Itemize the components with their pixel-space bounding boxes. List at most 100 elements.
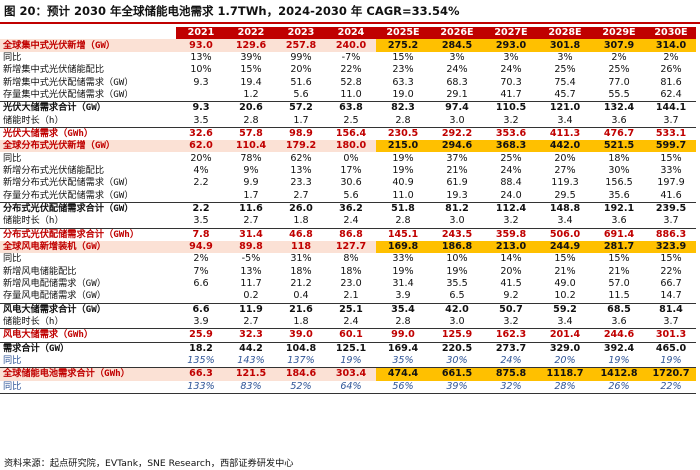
table-cell: 2.7: [243, 316, 259, 328]
table-cell: 3.2: [503, 114, 519, 126]
table-cell: 197.9: [657, 177, 685, 189]
table-cell: 220.5: [430, 341, 484, 355]
table-cell: 26%: [592, 380, 646, 394]
table-cell: 62%: [290, 152, 312, 164]
table-cell: 133%: [176, 380, 226, 394]
table-cell: 25%: [554, 64, 576, 76]
table-cell: 2.7: [293, 189, 309, 201]
table-cell: 121.5: [226, 367, 276, 381]
table-cell: 243.5: [430, 227, 484, 241]
table-cell: 3.5: [193, 114, 209, 126]
row-label: 储能时长（h）: [3, 114, 64, 126]
table-cell: 8%: [343, 253, 359, 265]
table-cell: 1412.8: [592, 367, 646, 381]
table-cell: 78%: [240, 152, 262, 164]
table-cell: 192.1: [592, 201, 646, 216]
row-label: 同比: [3, 152, 22, 164]
table-cell: 314.0: [646, 39, 696, 52]
table-cell: 21.2: [290, 278, 312, 290]
table-cell: 25.1: [326, 302, 376, 316]
table-cell: 51.8: [376, 201, 430, 216]
table-cell: 2.5: [343, 114, 359, 126]
table-cell: 45.7: [554, 88, 576, 100]
table-cell: 18%: [340, 265, 362, 277]
table-cell: 135%: [187, 355, 215, 367]
table-cell: 46.8: [276, 227, 326, 241]
table-cell: 9%: [243, 164, 259, 176]
table-row: 同比 133% 83% 52% 64% 56% 39% 32% 28% 26% 22%: [0, 380, 696, 394]
table-cell: 64%: [326, 380, 376, 394]
table-cell: 60.1: [326, 328, 376, 343]
table-cell: 59.2: [538, 302, 592, 316]
table-cell: 31.4: [392, 278, 414, 290]
table-cell: 26.0: [276, 201, 326, 216]
table-cell: 293.0: [484, 39, 538, 52]
table-cell: 392.4: [592, 341, 646, 355]
table-cell: 23.3: [290, 177, 312, 189]
table-cell: 661.5: [430, 367, 484, 381]
table-cell: 36.2: [326, 201, 376, 216]
table-cell: 31%: [290, 253, 312, 265]
table-cell: 35.6: [608, 189, 630, 201]
header-year: 2023: [276, 27, 326, 40]
row-label: 光伏大储需求（GWh）: [0, 126, 176, 141]
table-row: 新增分布式光伏储能配比 4% 9% 13% 17% 19% 21% 24% 27% 30% 33%: [0, 165, 696, 177]
row-label: 风电大储需求合计（GW）: [0, 302, 176, 316]
table-cell: 68.3: [446, 76, 468, 88]
table-cell: 3.6: [611, 316, 627, 328]
table-cell: 35%: [392, 355, 414, 367]
table-row: 存量分布式光伏配储需求（GW） 1.7 2.7 5.6 11.0 19.3 24.0 29.5…: [0, 189, 696, 202]
table-cell: 1720.7: [646, 367, 696, 381]
table-cell: 230.5: [376, 126, 430, 141]
table-cell: 169.4: [376, 341, 430, 355]
table-cell: 6.5: [449, 290, 465, 302]
table-cell: 32.6: [176, 126, 226, 141]
table-cell: 0.4: [293, 290, 309, 302]
table-row: 储能时长（h） 3.9 2.7 1.8 2.4 2.8 3.0 3.2 3.4 3.6 3.7: [0, 316, 696, 329]
table-cell: 39%: [240, 51, 262, 63]
table-cell: 156.4: [326, 126, 376, 141]
table-cell: 13%: [190, 51, 212, 63]
table-cell: 1118.7: [538, 367, 592, 381]
row-label: 分布式光伏配储需求合计（GW）: [0, 201, 176, 216]
table-row: 新增风电储能配比 7% 13% 18% 18% 19% 19% 20% 21% 21% 22%: [0, 266, 696, 278]
table-cell: 3%: [449, 51, 465, 63]
table-cell: 2%: [663, 51, 679, 63]
table-cell: 20%: [290, 64, 312, 76]
table-cell: 18%: [608, 152, 630, 164]
table-cell: 169.8: [376, 240, 430, 254]
table-cell: 7%: [193, 265, 209, 277]
table-cell: 104.8: [276, 341, 326, 355]
table-cell: 145.1: [376, 227, 430, 241]
table-cell: 3.2: [503, 215, 519, 227]
table-cell: 13%: [240, 265, 262, 277]
table-cell: 10.2: [554, 290, 576, 302]
row-label: 同比: [3, 253, 22, 265]
table-cell: 82.3: [376, 101, 430, 115]
table-cell: 1.7: [243, 189, 259, 201]
table-cell: 119.3: [551, 177, 579, 189]
table-row: 光伏大储需求合计（GW） 9.3 20.6 57.2 63.8 82.3 97.4 110.5…: [0, 101, 696, 115]
table-cell: 20%: [190, 152, 212, 164]
table-cell: 57.2: [276, 101, 326, 115]
table-cell: 281.7: [592, 240, 646, 254]
table-cell: 17%: [340, 164, 362, 176]
table-cell: 599.7: [646, 140, 696, 153]
table-cell: 273.7: [484, 341, 538, 355]
table-row: 同比 135% 143% 137% 19% 35% 30% 24% 20% 19% 19%: [0, 355, 696, 368]
table-cell: 21%: [608, 265, 630, 277]
table-cell: 93.0: [176, 39, 226, 52]
table-cell: 21.6: [276, 302, 326, 316]
table-cell: 15%: [554, 253, 576, 265]
header-year-est: 2027E: [484, 27, 538, 40]
table-cell: 24%: [500, 64, 522, 76]
table-cell: 3.4: [557, 114, 573, 126]
table-cell: 39%: [430, 380, 484, 394]
table-cell: 3.7: [663, 316, 679, 328]
table-row: 全球分布式光伏新增（GW） 62.0 110.4 179.2 180.0 215.0 294…: [0, 140, 696, 153]
table-cell: 23%: [392, 64, 414, 76]
table-cell: 19%: [392, 152, 414, 164]
table-cell: 62.0: [176, 140, 226, 153]
table-cell: 51.6: [290, 76, 312, 88]
table-cell: 11.7: [240, 278, 262, 290]
